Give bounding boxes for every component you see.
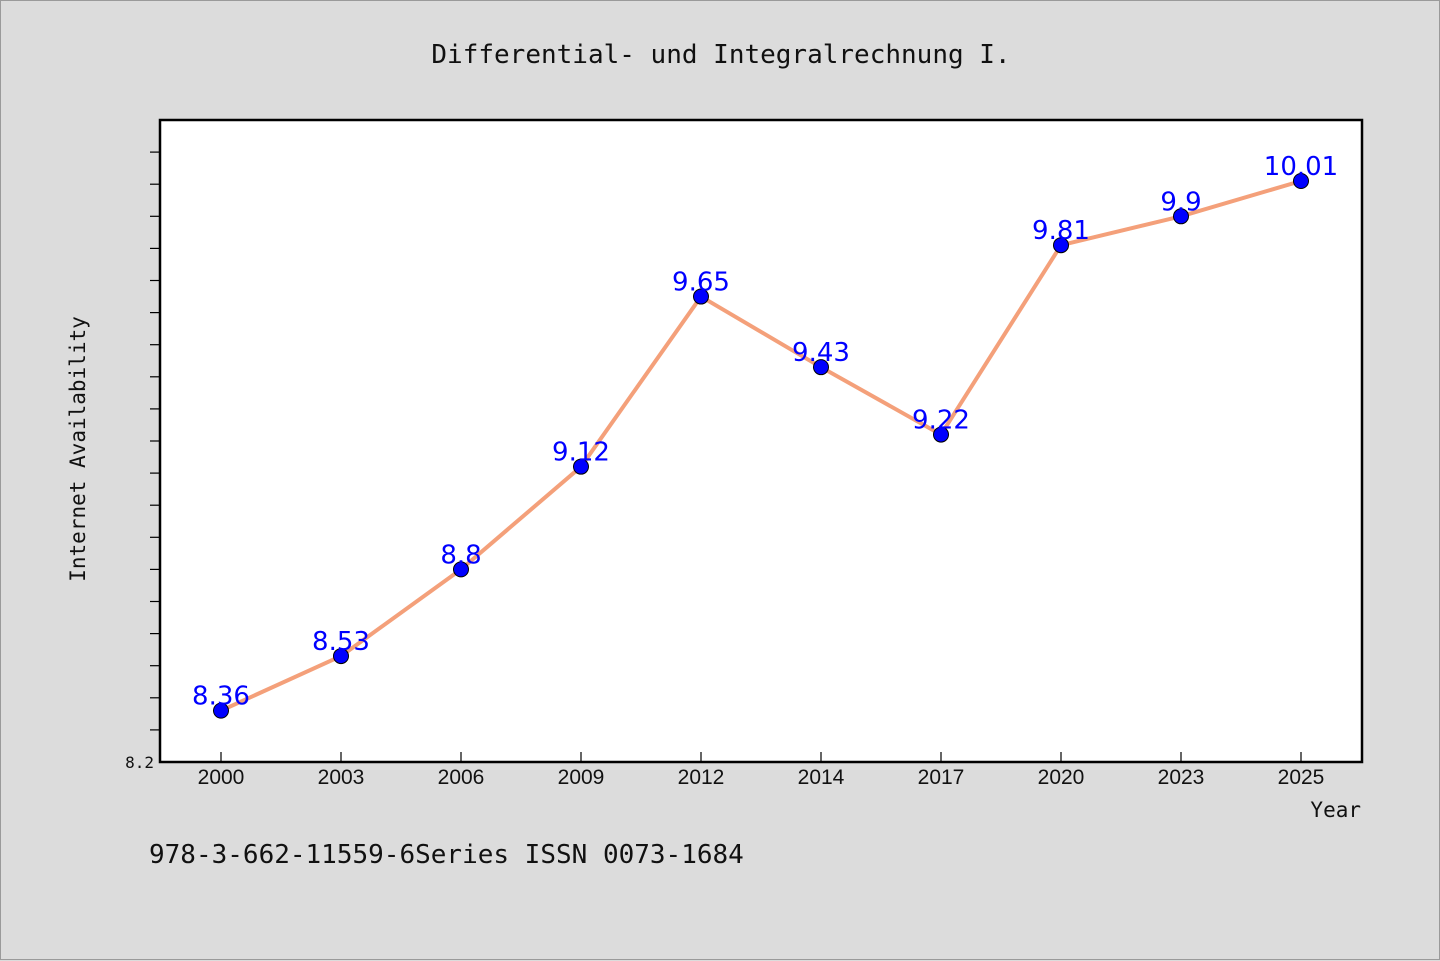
data-point [573,458,589,475]
x-tick-label: 2012 [678,766,725,789]
x-tick-label: 2014 [798,766,845,789]
x-tick-label: 2003 [318,766,365,789]
x-tick-label: 2020 [1038,766,1085,789]
data-point [933,426,949,443]
data-label: 9.81 [1032,216,1090,246]
data-point [1173,208,1189,225]
x-tick-label: 2006 [438,766,485,789]
data-label: 10.01 [1264,152,1338,182]
data-point [213,702,229,719]
plot-area [158,118,1364,764]
data-label: 8.36 [192,682,250,712]
footer-isbn-text: 978-3-662-11559-6Series ISSN 0073-1684 [149,840,744,870]
data-label: 9.43 [792,338,850,368]
x-axis-label: Year [1310,798,1361,822]
data-label: 8.53 [312,627,370,657]
data-point [453,561,469,578]
x-tick-label: 2000 [198,766,245,789]
data-label: 9.65 [672,268,730,298]
data-point [693,288,709,305]
data-point [1053,237,1069,254]
x-tick-label: 2023 [1158,766,1205,789]
x-tick-label: 2025 [1278,766,1325,789]
data-label: 8.8 [440,540,481,570]
x-tick-label: 2009 [558,766,605,789]
y-axis-ticks: 8.2 [125,151,160,772]
chart-title: Differential- und Integralrechnung I. [431,40,1010,70]
data-point [813,359,829,376]
y-axis-label: Internet Availability [66,316,90,582]
x-axis-ticks: 2000 2003 2006 2009 2012 2014 2017 2020 2023 2025 [198,752,1325,789]
data-label: 9.12 [552,438,610,468]
data-point [1293,172,1309,189]
data-point [333,648,349,665]
x-tick-label: 2017 [918,766,965,789]
y-tick-label: 8.2 [125,753,154,772]
series-layer: 8.36 8.53 8.8 9.12 9.65 9.43 9.22 9.81 9.9 10.01 [192,152,1338,719]
data-label: 9.9 [1160,187,1201,217]
series-line [219,178,1303,713]
data-label: 9.22 [912,406,970,436]
